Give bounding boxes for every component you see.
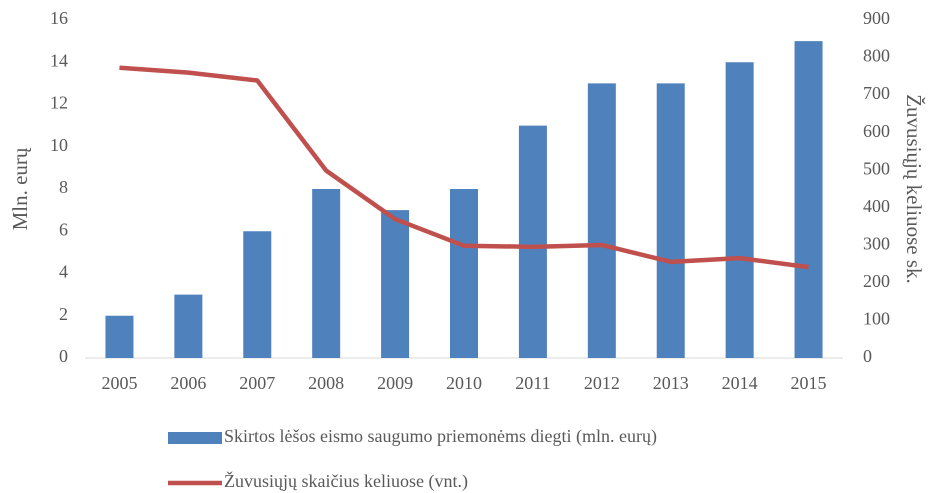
y2-tick-label: 200 [863, 271, 890, 291]
x-tick-label: 2013 [653, 373, 689, 393]
bar [174, 294, 203, 358]
y2-tick-label: 600 [863, 121, 890, 141]
y2-axis-label: Žuvusiųjų keliuose sk. [902, 94, 926, 284]
bar [450, 189, 478, 358]
bar [725, 62, 754, 358]
bar [518, 125, 547, 358]
x-tick-label: 2008 [308, 373, 344, 393]
y-tick-label: 8 [59, 177, 68, 197]
bar [105, 315, 134, 358]
y-tick-label: 2 [59, 304, 68, 324]
y-axis-label: Mln. eurų [8, 147, 32, 230]
legend-label: Žuvusiųjų skaičius keliuose (vnt.) [224, 470, 468, 492]
y-tick-label: 14 [50, 50, 68, 70]
y-tick-label: 4 [59, 262, 68, 282]
y2-tick-label: 900 [863, 8, 890, 28]
y-tick-label: 12 [50, 93, 68, 113]
y2-tick-label: 100 [863, 309, 890, 329]
bar [243, 231, 272, 358]
y-tick-label: 6 [59, 219, 68, 239]
y-tick-label: 0 [59, 346, 68, 366]
x-tick-label: 2010 [446, 373, 482, 393]
x-tick-label: 2012 [584, 373, 620, 393]
x-tick-label: 2014 [722, 373, 758, 393]
legend-label: Skirtos lėšos eismo saugumo priemonėms d… [224, 426, 657, 447]
legend-swatch [168, 432, 222, 444]
line [119, 65, 809, 270]
x-tick-label: 2007 [239, 373, 275, 393]
y-tick-label: 16 [50, 8, 68, 28]
x-tick-label: 2005 [101, 373, 137, 393]
y2-tick-label: 700 [863, 83, 890, 103]
y2-tick-label: 0 [863, 346, 872, 366]
bar [381, 210, 410, 358]
x-tick-label: 2011 [515, 373, 550, 393]
y2-tick-label: 400 [863, 196, 890, 216]
bar [312, 189, 341, 358]
bar [656, 83, 685, 358]
bar [794, 41, 823, 358]
x-tick-label: 2006 [170, 373, 206, 393]
y2-tick-label: 800 [863, 46, 890, 66]
y2-tick-label: 500 [863, 158, 890, 178]
y-tick-label: 10 [50, 135, 68, 155]
x-tick-label: 2009 [377, 373, 413, 393]
x-tick-label: 2015 [791, 373, 827, 393]
y2-tick-label: 300 [863, 233, 890, 253]
bar [587, 83, 616, 358]
